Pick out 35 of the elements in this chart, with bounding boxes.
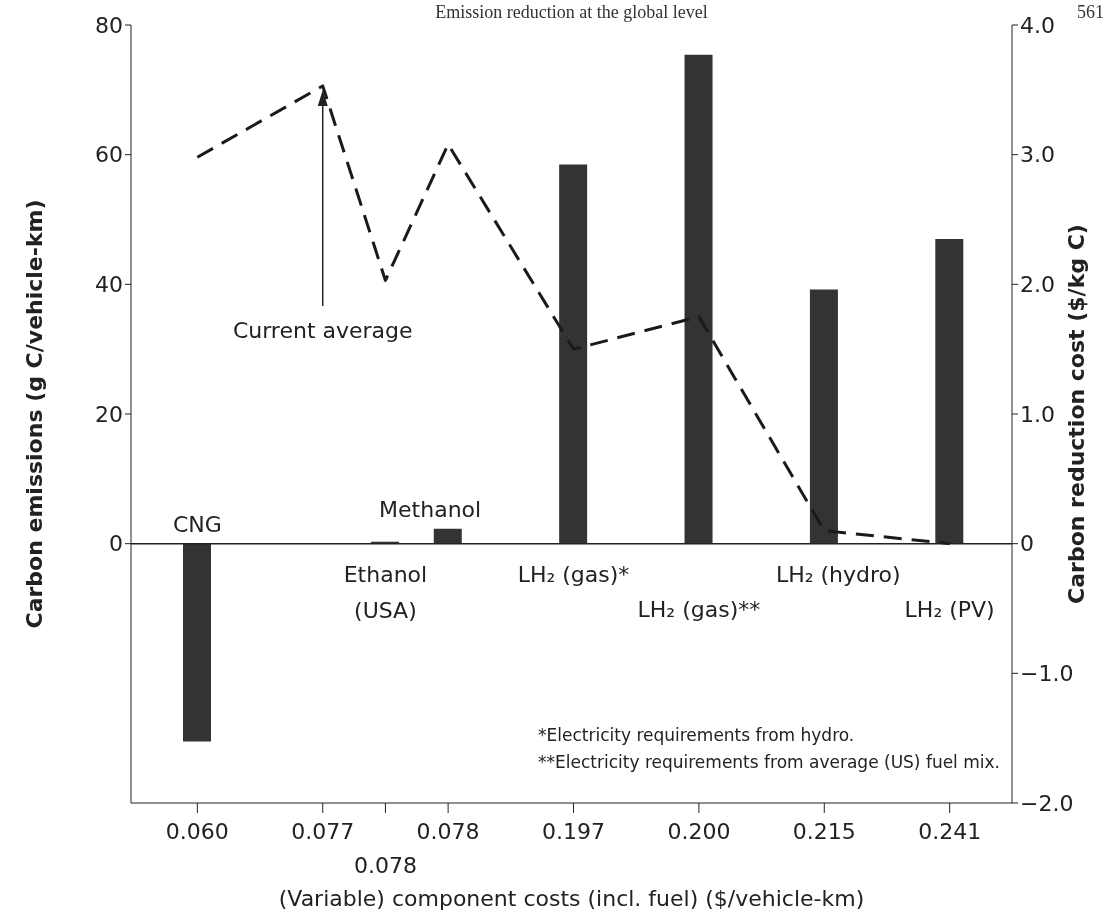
- chart-title: Emission reduction at the global level: [434, 2, 709, 23]
- x-tick-label: 0.078: [353, 853, 417, 878]
- text: 561: [1077, 2, 1104, 23]
- y-tick-label: 0: [109, 531, 123, 557]
- y-tick-label: 80: [95, 12, 123, 38]
- y2-tick-label: 4.0: [1020, 12, 1055, 38]
- series-label: LH₂ (hydro): [775, 561, 901, 587]
- y2-tick-label: −1.0: [1020, 661, 1074, 687]
- y2-tick-label: 1.0: [1020, 401, 1055, 427]
- y-axis-title: Carbon emissions (g C/vehicle-km): [22, 199, 47, 629]
- series-label: Methanol: [379, 496, 482, 522]
- y-tick-label: 40: [95, 272, 123, 298]
- series-label: CNG: [172, 511, 222, 537]
- y2-tick-label: 2.0: [1020, 272, 1055, 298]
- text: LH₂ (PV): [904, 596, 995, 622]
- y2-tick-label: 0: [1020, 531, 1034, 557]
- annotation: Current average: [232, 317, 413, 343]
- y2-tick-label: −2.0: [1020, 790, 1074, 816]
- series-label: Ethanol (USA): [343, 561, 428, 623]
- annotation: **Electricity requirements from average (US) fuel mix.: [538, 751, 1000, 774]
- x-tick-label: 0.241: [918, 819, 982, 844]
- x-tick-label: 0.060: [165, 819, 229, 844]
- x-tick-label: 0.215: [792, 819, 856, 844]
- x-tick-label: 0.077: [291, 819, 355, 844]
- x-tick-label: 0.197: [542, 819, 605, 844]
- x-axis-title: (Variable) component costs (incl. fuel) ($/vehicle-km): [278, 886, 865, 911]
- y2-tick-label: 3.0: [1020, 142, 1055, 168]
- annotation: *Electricity requirements from hydro.: [538, 724, 856, 747]
- y-tick-label: 20: [95, 401, 123, 427]
- series-label: LH₂ (gas)*: [517, 561, 630, 587]
- y2-axis-title: Carbon reduction cost ($/kg C): [1064, 224, 1089, 604]
- x-tick-label: 0.078: [416, 819, 480, 844]
- y-tick-label: 60: [95, 142, 123, 168]
- x-tick-label: 0.200: [667, 819, 731, 844]
- text: LH₂ (gas)**: [637, 596, 761, 622]
